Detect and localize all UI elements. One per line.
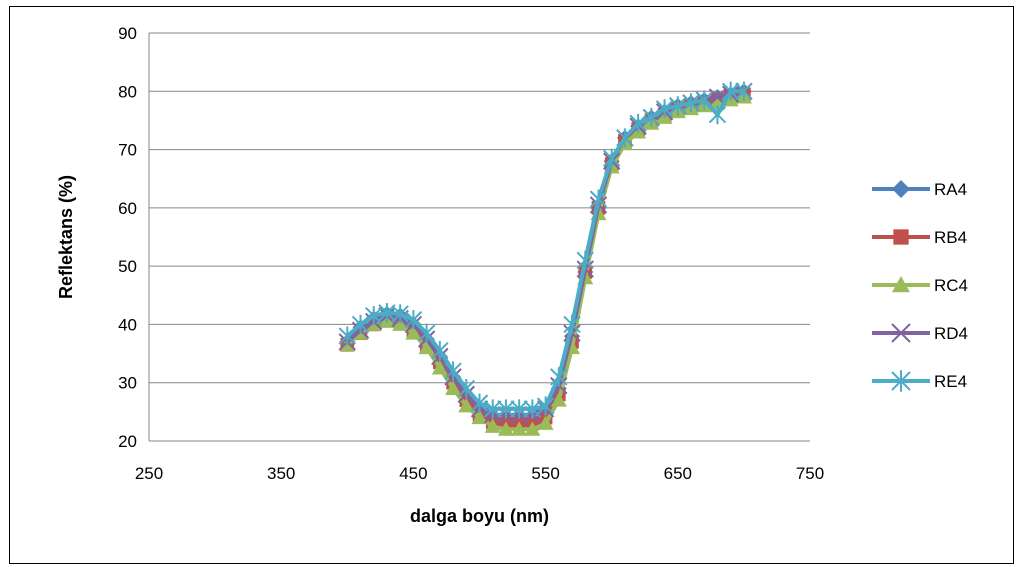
data-point-marker — [602, 148, 621, 168]
data-point-marker — [391, 304, 409, 324]
data-point-marker — [523, 399, 542, 419]
data-point-marker — [392, 316, 409, 331]
chart-frame: 20 30 40 50 60 70 80 90 250 350 450 550 650 750 dalga… — [9, 6, 1014, 564]
series-line — [345, 89, 745, 423]
data-point-marker — [431, 341, 449, 361]
data-point-marker — [497, 421, 514, 436]
data-point-marker — [721, 81, 740, 101]
series-line — [345, 89, 744, 411]
series-line — [345, 95, 745, 432]
data-point-marker — [735, 81, 753, 101]
data-point-marker — [550, 367, 568, 387]
data-point-marker — [892, 180, 910, 198]
gridlines — [149, 32, 810, 384]
data-point-marker — [708, 105, 727, 125]
data-point-marker — [511, 421, 528, 436]
legend-item: RE4 — [872, 370, 967, 392]
series-layer — [338, 81, 753, 436]
data-point-marker — [417, 323, 436, 343]
tick-labels: 20 30 40 50 60 70 80 90 250 350 450 550 650 750 — [118, 24, 824, 483]
data-point-marker — [537, 415, 554, 430]
series-re4 — [338, 81, 753, 419]
y-axis-title: Reflektans (%) — [56, 175, 76, 299]
data-point-marker — [405, 325, 422, 340]
data-point-marker — [365, 306, 383, 326]
data-point-marker — [892, 276, 910, 293]
legend-label: RD4 — [934, 324, 968, 343]
data-point-marker — [458, 398, 475, 413]
data-point-marker — [497, 399, 515, 419]
x-axis-title: dalga boyu (nm) — [410, 506, 549, 526]
legend: RA4 RB4 RC4 RD4 RE4 — [872, 180, 968, 392]
y-tick-label: 50 — [118, 257, 137, 276]
series-line — [345, 89, 745, 417]
data-point-marker — [563, 314, 581, 335]
legend-label: RE4 — [934, 372, 967, 391]
axes — [148, 33, 810, 442]
y-tick-label: 40 — [118, 315, 137, 334]
y-tick-label: 80 — [118, 82, 137, 101]
data-point-marker — [576, 250, 594, 270]
x-tick-label: 250 — [135, 464, 163, 483]
data-point-marker — [695, 90, 713, 110]
data-point-marker — [431, 360, 448, 375]
data-point-marker — [642, 107, 661, 128]
data-point-marker — [484, 399, 502, 419]
data-point-marker — [444, 361, 462, 381]
data-point-marker — [655, 99, 674, 119]
legend-label: RC4 — [934, 276, 968, 295]
series-rd4 — [338, 82, 753, 424]
legend-label: RB4 — [934, 228, 967, 247]
x-tick-label: 550 — [531, 464, 559, 483]
data-point-marker — [616, 128, 634, 148]
y-tick-label: 60 — [118, 199, 137, 218]
y-tick-label: 90 — [118, 24, 137, 43]
data-point-marker — [682, 93, 700, 113]
data-point-marker — [629, 113, 647, 133]
x-tick-label: 350 — [267, 464, 295, 483]
data-point-marker — [457, 378, 475, 399]
data-point-marker — [510, 399, 528, 419]
legend-label: RA4 — [934, 180, 967, 199]
x-tick-label: 750 — [796, 464, 824, 483]
data-point-marker — [470, 393, 489, 413]
x-tick-label: 450 — [399, 464, 427, 483]
legend-item: RC4 — [872, 276, 968, 295]
y-tick-label: 30 — [118, 374, 137, 393]
series-line — [345, 92, 745, 426]
data-point-marker — [589, 189, 608, 209]
data-point-marker — [891, 370, 911, 392]
data-point-marker — [484, 418, 501, 433]
data-point-marker — [891, 323, 911, 343]
data-point-marker — [351, 314, 370, 335]
data-point-marker — [524, 421, 541, 436]
data-point-marker — [669, 96, 687, 116]
data-point-marker — [471, 409, 488, 425]
data-point-marker — [536, 396, 555, 416]
x-tick-label: 650 — [664, 464, 692, 483]
data-point-marker — [418, 339, 435, 355]
data-point-marker — [338, 326, 357, 346]
y-tick-label: 20 — [118, 432, 137, 451]
line-chart: 20 30 40 50 60 70 80 90 250 350 450 550 650 750 dalga… — [56, 24, 968, 526]
legend-item: RA4 — [872, 180, 967, 199]
series-rb4 — [340, 87, 751, 431]
data-point-marker — [445, 380, 462, 395]
legend-item: RD4 — [872, 323, 968, 343]
data-point-marker — [550, 392, 567, 407]
series-rc4 — [339, 89, 752, 436]
legend-item: RB4 — [872, 228, 967, 247]
series-ra4 — [339, 83, 752, 429]
data-point-marker — [893, 229, 909, 245]
y-tick-label: 70 — [118, 141, 137, 160]
